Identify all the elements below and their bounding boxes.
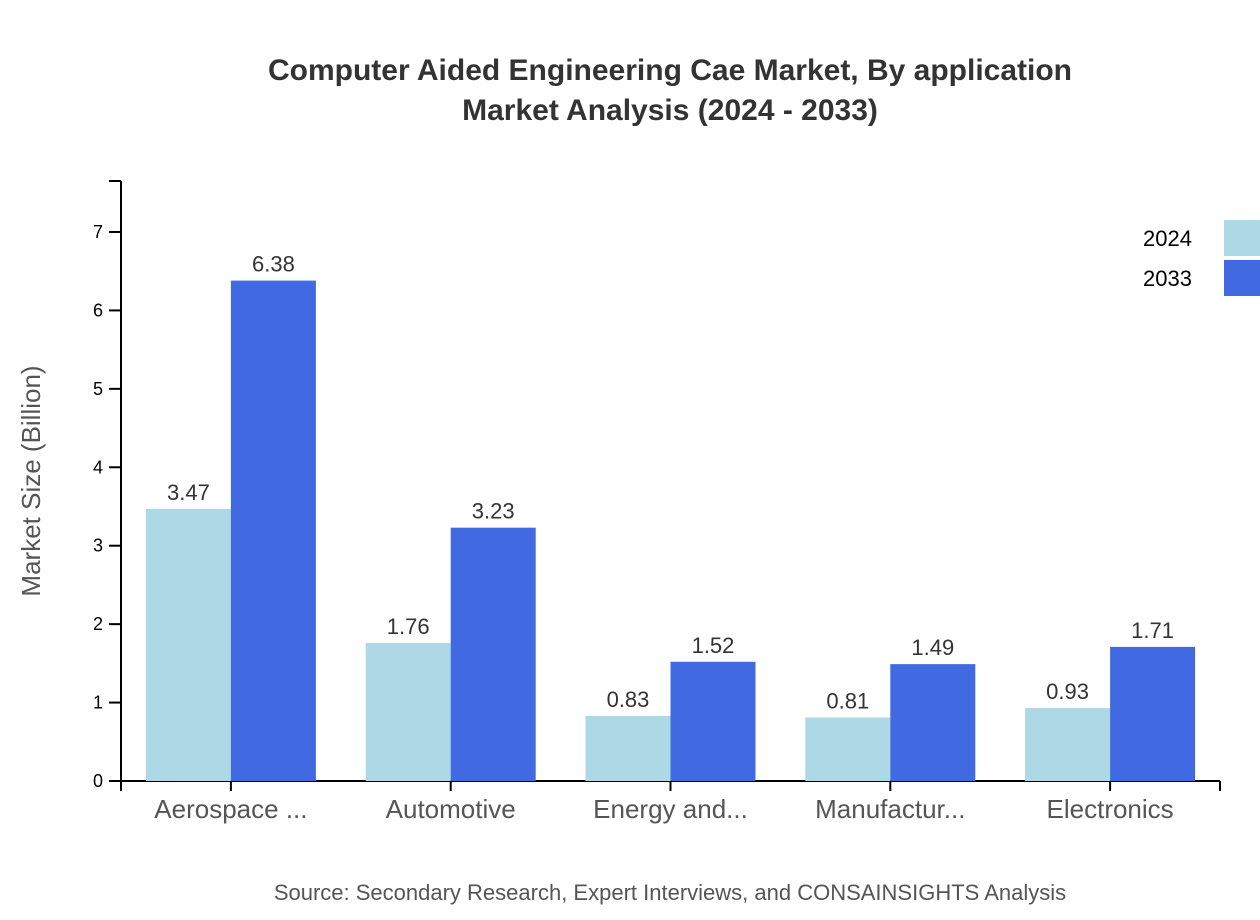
y-tick-label: 6: [93, 300, 103, 320]
bar-2033: [230, 280, 316, 781]
bar-2024: [145, 508, 231, 781]
y-tick-label: 1: [93, 693, 103, 713]
data-label: 1.71: [1131, 618, 1174, 643]
bar-2033: [670, 661, 756, 781]
data-label: 0.83: [607, 687, 650, 712]
legend-swatch-2024: [1224, 220, 1260, 256]
data-label: 0.93: [1046, 679, 1089, 704]
bar-2033: [890, 664, 976, 781]
chart-subtitle: Market Analysis (2024 - 2033): [462, 94, 878, 127]
bar-2024: [805, 717, 891, 781]
bar-2024: [1025, 708, 1111, 781]
data-label: 3.23: [472, 499, 515, 524]
data-label: 3.47: [167, 480, 210, 505]
bar-2024: [585, 715, 671, 781]
x-tick-label: Energy and...: [593, 794, 748, 824]
y-tick-label: 7: [93, 222, 103, 242]
legend-swatch-2033: [1224, 260, 1260, 296]
bar-2033: [450, 527, 536, 781]
chart-title: Computer Aided Engineering Cae Market, B…: [268, 54, 1072, 87]
data-label: 6.38: [252, 252, 295, 277]
y-tick-label: 3: [93, 536, 103, 556]
data-label: 1.49: [911, 635, 954, 660]
x-tick-label: Electronics: [1047, 794, 1174, 824]
y-tick-label: 5: [93, 379, 103, 399]
data-label: 1.52: [692, 633, 735, 658]
legend-label: 2033: [1143, 266, 1192, 291]
bar-2024: [365, 642, 451, 781]
y-tick-label: 2: [93, 614, 103, 634]
legend-label: 2024: [1143, 226, 1192, 251]
y-axis-label: Market Size (Billion): [16, 365, 46, 596]
source-note: Source: Secondary Research, Expert Inter…: [274, 880, 1066, 905]
x-tick-label: Aerospace ...: [154, 794, 307, 824]
x-tick-label: Manufactur...: [815, 794, 965, 824]
x-tick-label: Automotive: [386, 794, 516, 824]
data-label: 1.76: [387, 614, 430, 639]
data-label: 0.81: [826, 688, 869, 713]
bar-2033: [1110, 646, 1196, 781]
y-tick-label: 4: [93, 457, 103, 477]
y-tick-label: 0: [93, 771, 103, 791]
